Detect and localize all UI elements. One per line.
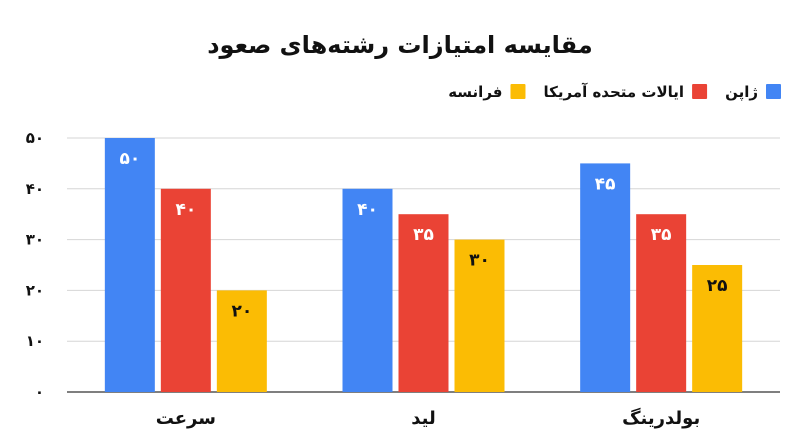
- bar: [216, 290, 267, 392]
- legend-label: ایالات متحده آمریکا: [543, 83, 684, 101]
- y-tick-label: ۵۰: [26, 129, 44, 147]
- y-tick-label: ۳۰: [26, 231, 44, 249]
- data-labels: ۴۵ ۳۵ ۲۵ ۴۰ ۳۵ ۳۰ ۵۰ ۴۰ ۲۰: [119, 149, 727, 321]
- y-tick-label: ۲۰: [26, 281, 44, 299]
- y-axis-ticks: ۰ ۱۰ ۲۰ ۳۰ ۴۰ ۵۰: [26, 129, 44, 401]
- x-category-label: سرعت: [156, 408, 216, 429]
- x-category-label: لید: [411, 408, 436, 429]
- legend: ژاپن ایالات متحده آمریکا فرانسه: [448, 83, 781, 102]
- x-category-label: بولدرینگ: [622, 407, 700, 429]
- legend-label: ژاپن: [725, 83, 758, 102]
- bar: [580, 163, 631, 392]
- data-label: ۳۵: [413, 225, 434, 245]
- data-label: ۳۰: [469, 251, 490, 271]
- bars: [104, 138, 743, 392]
- legend-swatch: [510, 84, 526, 99]
- data-label: ۲۰: [231, 301, 252, 321]
- y-tick-label: ۴۰: [26, 180, 44, 198]
- legend-swatch: [692, 84, 708, 99]
- bar: [398, 214, 449, 392]
- legend-swatch: [766, 84, 781, 99]
- bar: [104, 138, 155, 392]
- data-label: ۴۵: [595, 174, 616, 194]
- chart-title: مقایسه امتیازات رشته‌های صعود: [207, 31, 593, 59]
- y-tick-label: ۱۰: [26, 332, 44, 350]
- bar: [160, 188, 211, 392]
- data-label: ۳۵: [651, 225, 672, 245]
- bar: [692, 265, 743, 392]
- y-tick-label: ۰: [35, 383, 44, 401]
- bar: [454, 239, 505, 392]
- bar: [636, 214, 687, 392]
- data-label: ۵۰: [119, 149, 140, 169]
- data-label: ۴۰: [175, 200, 196, 220]
- bar: [342, 188, 393, 392]
- legend-label: فرانسه: [448, 83, 502, 101]
- x-axis-labels: بولدرینگ لید سرعت: [156, 407, 701, 429]
- data-label: ۴۰: [357, 200, 378, 220]
- data-label: ۲۵: [707, 276, 728, 296]
